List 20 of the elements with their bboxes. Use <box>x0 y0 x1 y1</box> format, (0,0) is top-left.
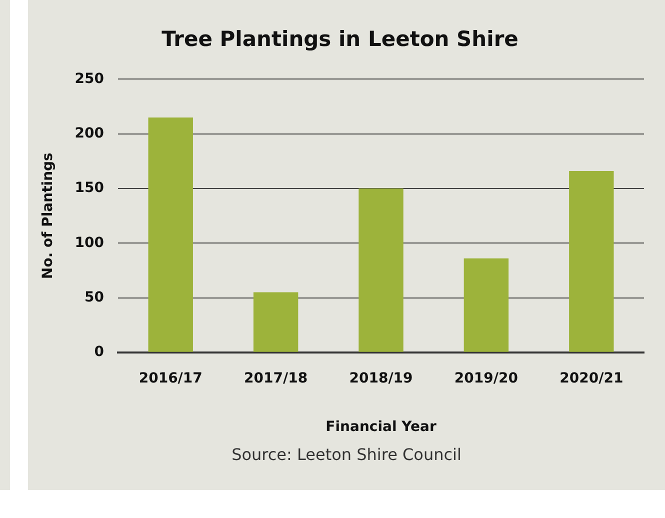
bar <box>148 117 193 352</box>
bar <box>358 188 404 352</box>
x-tick-label: 2020/21 <box>560 370 624 386</box>
y-tick-label: 150 <box>74 180 104 196</box>
bar <box>253 292 298 352</box>
y-tick-label: 100 <box>74 234 104 251</box>
y-tick-label: 0 <box>94 344 104 360</box>
bar <box>464 258 509 352</box>
x-tick-label: 2016/17 <box>138 370 202 386</box>
chart-title: Tree Plantings in Leeton Shire <box>162 27 518 52</box>
x-tick-label: 2018/19 <box>349 370 413 386</box>
y-tick-label: 250 <box>74 70 104 87</box>
y-tick-label: 200 <box>74 125 104 142</box>
y-tick-label: 50 <box>84 289 104 306</box>
source-note: Source: Leeton Shire Council <box>230 445 462 464</box>
x-tick-label: 2019/20 <box>454 370 518 386</box>
bar <box>569 170 614 352</box>
y-axis-title: No. of Plantings <box>40 152 56 280</box>
x-axis-title: Financial Year <box>326 419 436 436</box>
x-tick-label: 2017/18 <box>244 370 308 386</box>
